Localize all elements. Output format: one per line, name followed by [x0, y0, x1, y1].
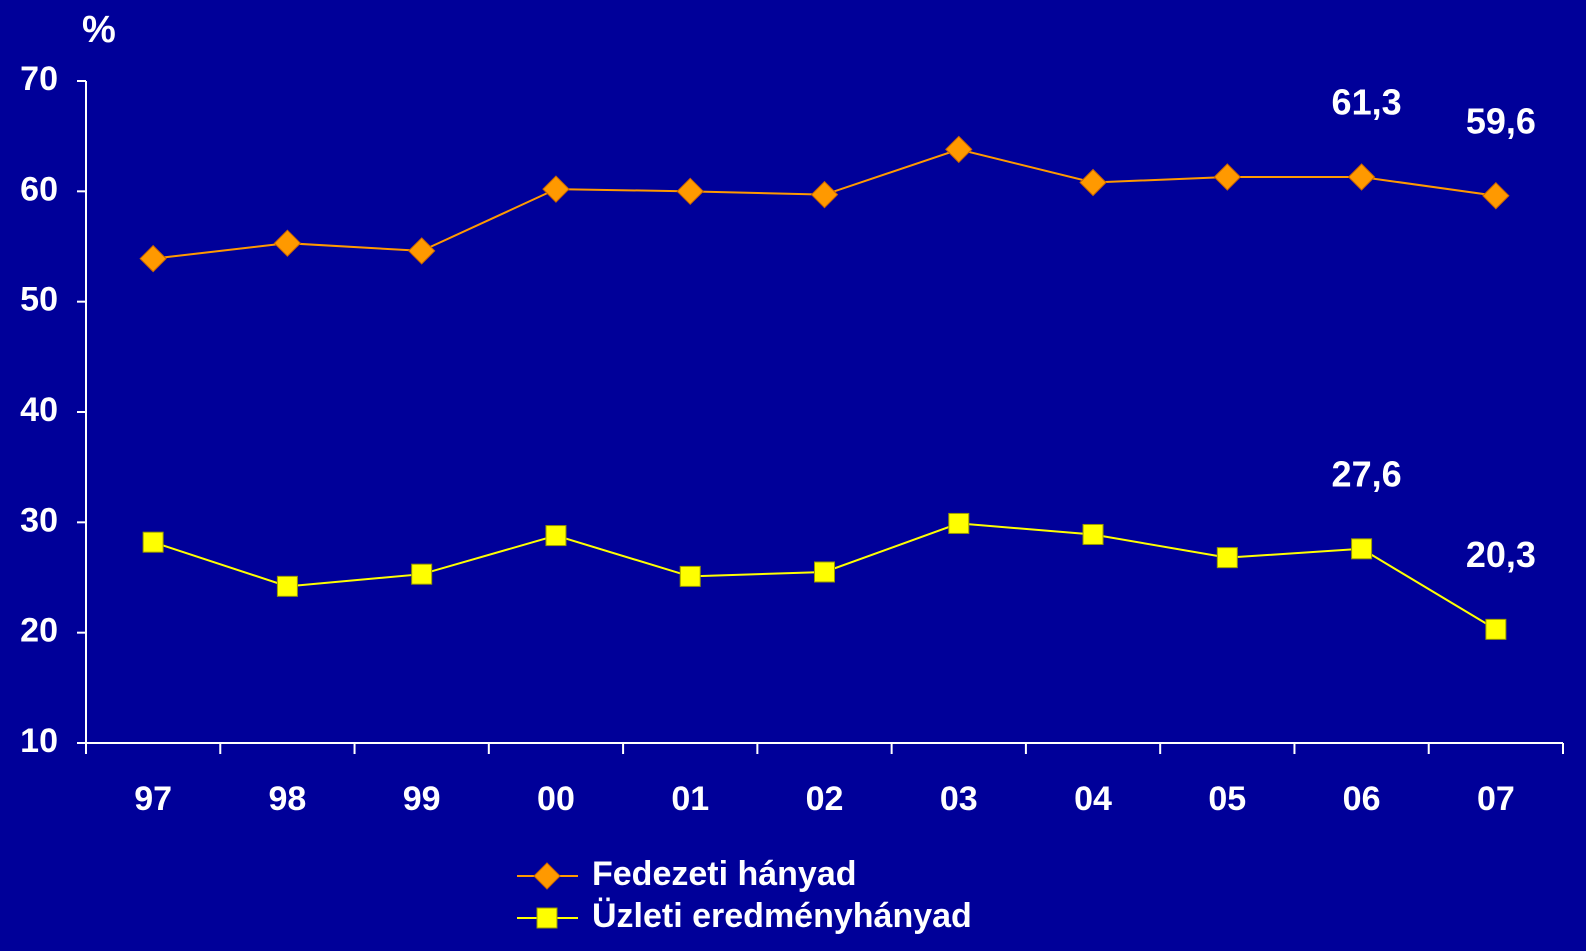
y-tick-label: 10: [20, 722, 58, 760]
y-tick-label: 60: [20, 170, 58, 208]
x-tick-label: 99: [403, 780, 441, 818]
data-label: 27,6: [1332, 453, 1402, 494]
data-point: [1082, 523, 1104, 545]
x-tick-label: 97: [134, 780, 172, 818]
data-label: 20,3: [1466, 534, 1536, 575]
x-tick-label: 07: [1477, 780, 1515, 818]
data-point: [273, 229, 302, 257]
data-label: 61,3: [1332, 82, 1402, 123]
legend-label: Fedezeti hányad: [592, 855, 857, 893]
x-tick-label: 98: [268, 780, 306, 818]
data-point: [1347, 163, 1376, 191]
data-point: [1351, 538, 1373, 560]
y-tick-label: 30: [20, 501, 58, 539]
x-tick-label: 02: [806, 780, 844, 818]
data-point: [1482, 182, 1510, 210]
x-tick-label: 03: [940, 780, 978, 818]
data-point: [142, 531, 164, 553]
x-tick-label: 01: [671, 780, 709, 818]
data-point: [542, 175, 570, 203]
legend-marker: [533, 862, 561, 890]
y-tick-label: 50: [20, 281, 58, 319]
data-point: [1213, 163, 1242, 191]
data-point: [945, 135, 973, 164]
y-axis-label: %: [82, 9, 116, 51]
x-tick-label: 06: [1343, 780, 1381, 818]
data-point: [1485, 618, 1507, 640]
data-point: [679, 565, 701, 587]
data-point: [407, 237, 436, 265]
x-tick-label: 05: [1208, 780, 1246, 818]
data-point: [814, 561, 835, 583]
y-tick-label: 40: [20, 391, 58, 429]
y-tick-label: 70: [20, 60, 58, 98]
y-tick-label: 20: [20, 612, 58, 650]
data-point: [276, 575, 298, 597]
data-point: [139, 244, 167, 273]
data-point: [948, 512, 970, 534]
legend-marker: [536, 907, 558, 929]
legend-label: Üzleti eredményhányad: [592, 897, 972, 935]
data-point: [1216, 547, 1238, 569]
data-label: 59,6: [1466, 100, 1536, 141]
x-tick-label: 04: [1074, 780, 1112, 818]
x-tick-label: 00: [537, 780, 575, 818]
data-point: [545, 525, 567, 547]
data-point: [810, 180, 839, 209]
data-point: [1079, 168, 1107, 197]
data-point: [411, 563, 433, 585]
data-point: [676, 177, 704, 206]
